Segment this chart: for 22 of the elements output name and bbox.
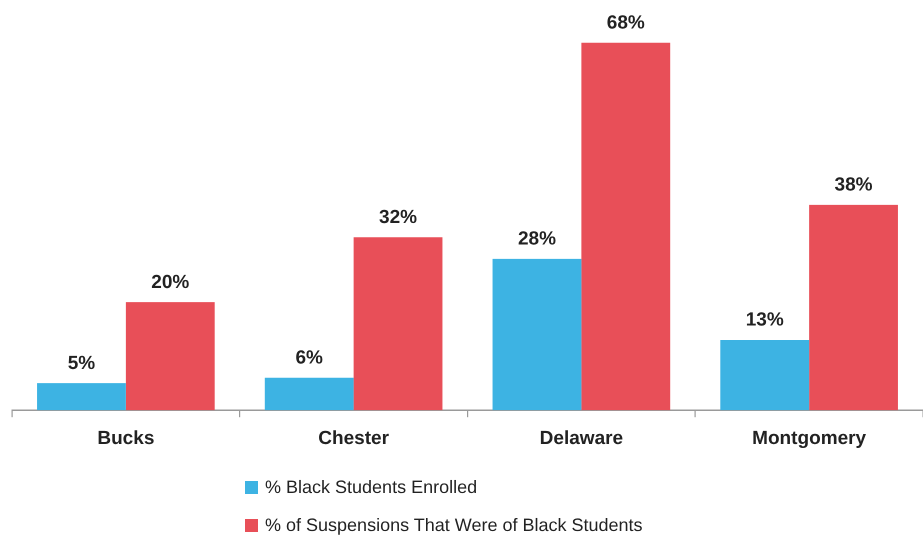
data-label: 6% <box>295 348 324 369</box>
bar <box>581 42 670 410</box>
bar <box>720 340 810 410</box>
data-label: 5% <box>68 352 96 374</box>
bar <box>37 383 126 410</box>
bar <box>354 237 442 410</box>
bar <box>492 258 582 410</box>
x-tick-label: Montgomery <box>752 428 867 449</box>
data-label: 32% <box>379 207 418 228</box>
bar <box>809 204 898 410</box>
x-tick-label: Bucks <box>97 428 154 449</box>
data-label: 38% <box>834 174 873 196</box>
data-label: 28% <box>518 228 556 250</box>
data-label: 68% <box>606 12 645 34</box>
legend-label: % Black Students Enrolled <box>265 476 478 498</box>
x-tick-label: Chester <box>318 428 390 449</box>
data-label: 13% <box>746 310 784 331</box>
bar <box>264 378 354 410</box>
data-label: 20% <box>151 272 190 293</box>
bar <box>126 302 215 410</box>
legend-label: % of Suspensions That Were of Black Students <box>265 514 643 536</box>
x-tick-label: Delaware <box>540 428 624 449</box>
